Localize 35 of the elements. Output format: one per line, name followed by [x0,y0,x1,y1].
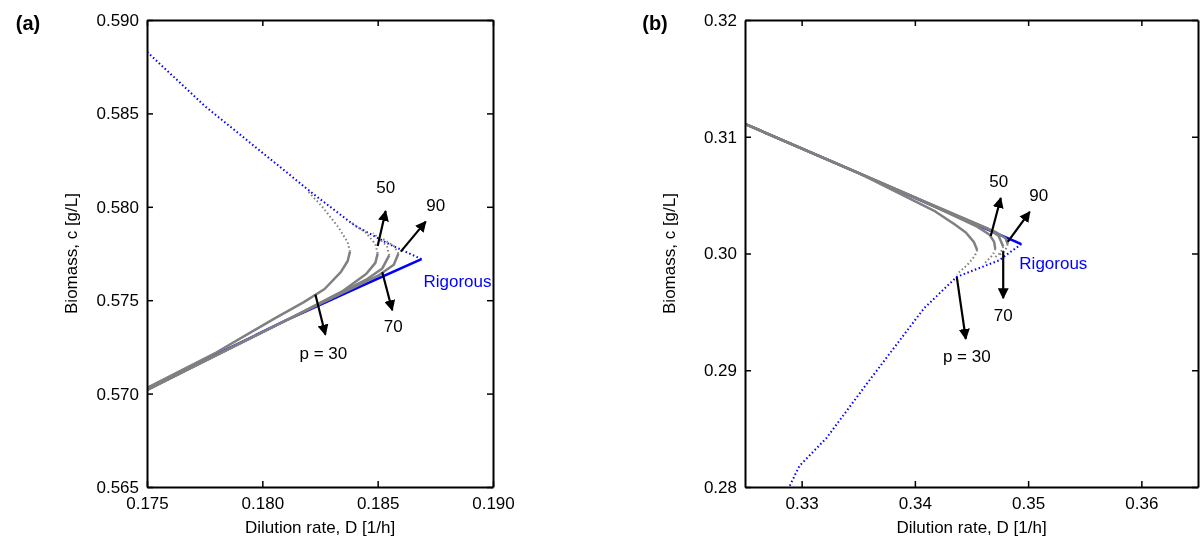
y-tick-label: 0.585 [96,104,139,124]
chart-title: (b) [642,12,668,34]
y-axis-title: Biomass, c [g/L] [660,193,679,314]
y-tick-label: 0.565 [96,477,139,497]
y-tick-label: 0.32 [703,10,737,30]
annotation: 90 [426,195,446,215]
x-tick-label: 0.180 [241,494,285,514]
x-axis-title: Dilution rate, D [1/h] [244,518,396,537]
x-tick-label: 0.175 [126,494,169,514]
series-label: Rigorous [1019,254,1088,274]
y-tick-label: 0.570 [96,384,139,404]
x-tick-label: 0.34 [898,494,932,514]
y-tick-label: 0.580 [96,197,139,217]
y-tick-label: 0.30 [703,244,737,264]
chart-title: (a) [15,12,41,34]
y-tick-label: 0.28 [703,477,737,497]
x-axis-title: Dilution rate, D [1/h] [896,518,1047,537]
annotation: 70 [383,317,403,337]
x-tick-label: 0.185 [356,494,400,514]
series-label: Rigorous [423,272,492,292]
y-tick-label: 0.29 [703,361,737,381]
annotation: p = 30 [299,343,348,363]
y-tick-label: 0.31 [703,127,737,147]
y-axis-title: Biomass, c [g/L] [62,193,81,314]
x-tick-label: 0.33 [785,494,819,514]
annotation: 70 [993,306,1013,326]
y-tick-label: 0.590 [96,10,139,30]
x-tick-label: 0.36 [1125,494,1159,514]
y-tick-label: 0.575 [96,291,139,311]
annotation: 90 [1029,185,1049,205]
x-tick-label: 0.35 [1012,494,1046,514]
annotation: 50 [989,171,1009,191]
annotation: p = 30 [942,346,991,366]
x-tick-label: 0.190 [472,494,515,514]
annotation: 50 [376,177,396,197]
